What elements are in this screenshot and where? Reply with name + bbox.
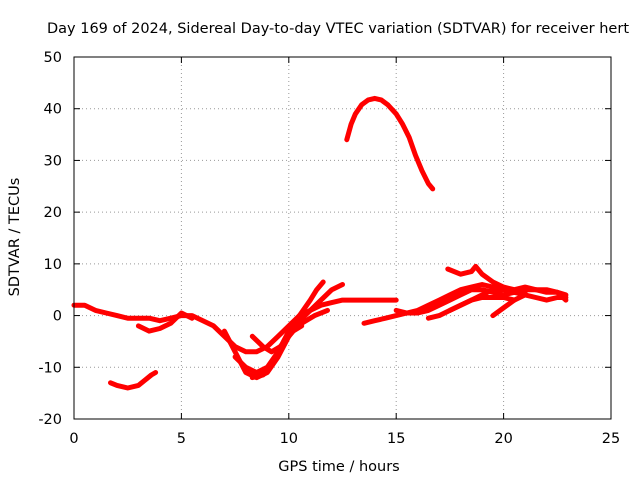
grid-lines [74, 57, 611, 419]
plot-frame [73, 56, 612, 420]
y-tick-label: 10 [44, 257, 62, 273]
x-tick-label: 5 [177, 431, 186, 447]
y-tick-label: 30 [44, 153, 62, 169]
x-tick-label: 10 [280, 431, 298, 447]
chart-title: Day 169 of 2024, Sidereal Day-to-day VTE… [47, 21, 629, 37]
y-tick-label: 50 [44, 50, 62, 66]
y-axis-label: SDTVAR / TECUs [7, 178, 23, 297]
x-tick-label: 15 [387, 431, 405, 447]
series-track-peak [344, 95, 436, 192]
series-track-late-f [490, 292, 528, 319]
y-tick-label: 0 [53, 309, 62, 325]
y-tick-label: 40 [44, 102, 62, 118]
series-track-low-morning [108, 370, 159, 391]
series-track-late-e [425, 295, 517, 321]
y-tick-label: 20 [44, 205, 62, 221]
series-track-main [71, 297, 399, 355]
y-tick-label: -20 [38, 412, 62, 428]
series-track-late-c [445, 263, 569, 298]
x-tick-label: 25 [602, 431, 620, 447]
x-tick-label: 0 [69, 431, 78, 447]
axis-ticks: 0 5 10 15 20 25 -20 -10 0 10 20 30 40 50 [38, 50, 620, 447]
data-series [71, 95, 569, 391]
x-axis-label: GPS time / hours [278, 459, 399, 475]
series-track-dip-e [249, 323, 305, 381]
y-tick-label: -10 [38, 360, 62, 376]
series-track-dip-a [135, 310, 195, 334]
x-tick-label: 20 [494, 431, 512, 447]
